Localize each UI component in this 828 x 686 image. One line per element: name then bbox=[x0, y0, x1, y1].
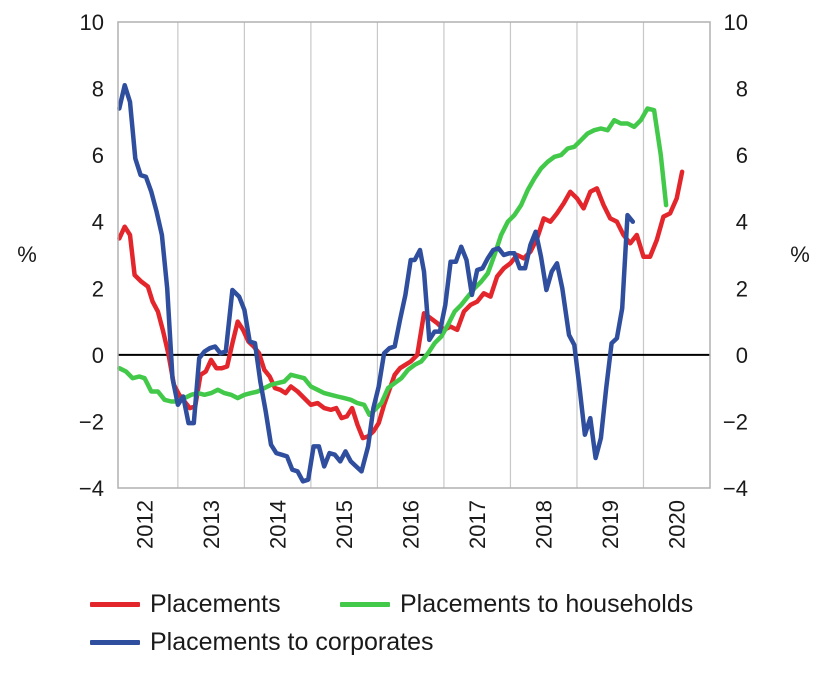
xtick-label-2013: 2013 bbox=[199, 500, 224, 549]
ytick-right-label: 6 bbox=[736, 143, 748, 168]
y-axis-right-ticks: −4 −2 0 2 4 6 8 10 bbox=[723, 10, 748, 501]
series-households bbox=[117, 106, 669, 418]
legend-item-households: Placements to households bbox=[340, 590, 693, 619]
xtick-label-2018: 2018 bbox=[532, 500, 557, 549]
ytick-right-label: 4 bbox=[736, 210, 748, 235]
y-axis-left-ticks: −4 −2 0 2 4 6 8 10 bbox=[79, 10, 104, 501]
ytick-right-label: 10 bbox=[724, 10, 748, 35]
y-axis-left-unit: % bbox=[17, 242, 37, 267]
legend-item-corporates: Placements to corporates bbox=[90, 628, 433, 657]
ytick-right-label: 8 bbox=[736, 77, 748, 102]
ytick-right-label: 0 bbox=[736, 343, 748, 368]
xtick-label-2017: 2017 bbox=[465, 500, 490, 549]
series-placements bbox=[117, 169, 685, 441]
ytick-left-label: 6 bbox=[92, 143, 104, 168]
xtick-label-2016: 2016 bbox=[399, 500, 424, 549]
series-corporates bbox=[117, 82, 636, 484]
ytick-left-label: 4 bbox=[92, 210, 104, 235]
y-axis-right-unit: % bbox=[790, 242, 810, 267]
xtick-label-2015: 2015 bbox=[332, 500, 357, 549]
xtick-label-2014: 2014 bbox=[266, 500, 291, 549]
xtick-label-2020: 2020 bbox=[665, 500, 690, 549]
legend-label-corporates: Placements to corporates bbox=[150, 628, 434, 656]
ytick-right-label: −4 bbox=[723, 476, 748, 501]
legend-label-households: Placements to households bbox=[400, 590, 694, 618]
x-axis-ticks: 2012 2013 2014 2015 2016 2017 2018 2019 2020 bbox=[133, 500, 690, 549]
ytick-right-label: −2 bbox=[723, 409, 748, 434]
legend-swatch-households bbox=[340, 602, 390, 607]
xtick-label-2019: 2019 bbox=[598, 500, 623, 549]
ytick-left-label: 0 bbox=[92, 343, 104, 368]
xtick-label-2012: 2012 bbox=[133, 500, 158, 549]
legend-item-placements: Placements bbox=[90, 590, 281, 619]
legend-swatch-placements bbox=[90, 602, 140, 607]
series-lines bbox=[117, 82, 685, 484]
ytick-left-label: 8 bbox=[92, 77, 104, 102]
ytick-left-label: 10 bbox=[80, 10, 104, 35]
plot-frame bbox=[117, 21, 711, 489]
legend-swatch-corporates bbox=[90, 640, 140, 645]
vertical-gridlines bbox=[177, 22, 645, 488]
ytick-left-label: −2 bbox=[79, 409, 104, 434]
ytick-left-label: −4 bbox=[79, 476, 104, 501]
legend-label-placements: Placements bbox=[150, 590, 281, 618]
ytick-right-label: 2 bbox=[736, 276, 748, 301]
ytick-left-label: 2 bbox=[92, 276, 104, 301]
